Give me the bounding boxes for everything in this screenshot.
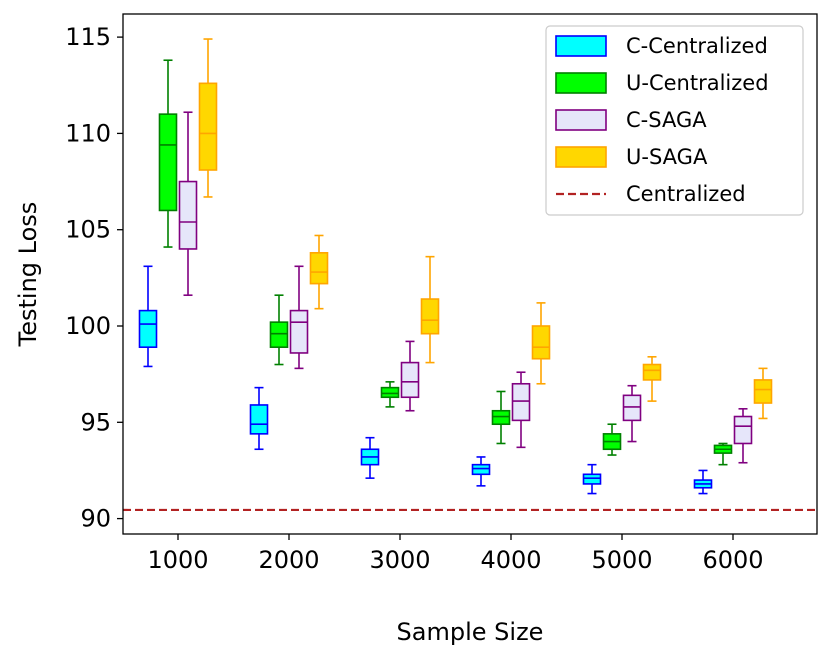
y-tick-label: 105	[65, 216, 111, 244]
iqr-box	[582, 473, 602, 485]
legend-swatch	[555, 146, 607, 168]
box-u-saga-4000	[531, 302, 551, 385]
legend-swatch	[555, 109, 607, 131]
iqr-box	[511, 382, 531, 422]
box-c-centralized-3000	[360, 436, 380, 479]
iqr-box	[309, 252, 329, 285]
legend-item-u-centralized: U-Centralized	[555, 71, 769, 95]
series-c-centralized	[138, 265, 713, 495]
series-u-saga	[198, 38, 773, 420]
box-c-saga-3000	[400, 340, 420, 412]
box-u-centralized-3000	[380, 381, 400, 408]
y-tick-label: 90	[80, 505, 111, 533]
y-tick-label: 95	[80, 408, 111, 436]
axis-ticks: 90 95 100 105 110 115 1000 2000 3000 4000 5000 6000	[65, 23, 763, 574]
box-c-centralized-6000	[693, 469, 713, 495]
iqr-box	[198, 82, 218, 171]
x-axis-label: Sample Size	[397, 618, 544, 646]
legend-label: C-Centralized	[626, 34, 768, 58]
box-u-saga-1000	[198, 38, 218, 198]
box-u-saga-2000	[309, 234, 329, 310]
box-c-saga-4000	[511, 371, 531, 449]
y-tick-label: 100	[65, 312, 111, 340]
x-tick-label: 4000	[480, 546, 541, 574]
box-u-saga-3000	[420, 255, 440, 364]
box-c-saga-6000	[733, 408, 753, 464]
legend-item-c-saga: C-SAGA	[555, 108, 707, 132]
y-axis-label: Testing Loss	[14, 202, 42, 348]
iqr-box	[491, 409, 511, 426]
box-u-saga-5000	[642, 356, 662, 402]
box-u-centralized-1000	[158, 59, 178, 248]
legend-label: Centralized	[626, 182, 746, 206]
legend-label: U-Centralized	[626, 71, 769, 95]
legend-item-c-centralized: C-Centralized	[555, 34, 768, 58]
iqr-box	[138, 309, 158, 348]
iqr-box	[178, 180, 198, 250]
iqr-box	[753, 379, 773, 404]
box-c-saga-1000	[178, 111, 198, 296]
legend: C-Centralized U-Centralized C-SAGA U-SAGA Ce…	[545, 25, 804, 216]
box-c-centralized-1000	[138, 265, 158, 368]
x-tick-label: 3000	[369, 546, 430, 574]
box-c-saga-5000	[622, 384, 642, 443]
iqr-box	[420, 298, 440, 335]
x-tick-label: 6000	[702, 546, 763, 574]
legend-label: U-SAGA	[626, 145, 708, 169]
iqr-box	[733, 415, 753, 445]
box-u-saga-6000	[753, 367, 773, 420]
legend-swatch	[555, 72, 607, 94]
iqr-box	[642, 363, 662, 381]
x-tick-label: 5000	[591, 546, 652, 574]
box-c-centralized-5000	[582, 463, 602, 495]
box-c-centralized-2000	[249, 386, 269, 451]
box-c-centralized-4000	[471, 456, 491, 487]
iqr-box	[622, 394, 642, 422]
plot-area	[123, 38, 817, 512]
box-u-centralized-4000	[491, 390, 511, 445]
axes-frame	[122, 13, 818, 535]
x-tick-label: 2000	[258, 546, 319, 574]
iqr-box	[269, 321, 289, 348]
legend-item-centralized: Centralized	[556, 182, 746, 206]
x-tick-label: 1000	[147, 546, 208, 574]
legend-label: C-SAGA	[626, 108, 707, 132]
legend-frame	[545, 25, 804, 216]
iqr-box	[380, 386, 400, 399]
iqr-box	[531, 325, 551, 360]
iqr-box	[400, 361, 420, 399]
iqr-box	[158, 113, 178, 212]
box-c-saga-2000	[289, 265, 309, 370]
box-u-centralized-2000	[269, 294, 289, 366]
box-u-centralized-5000	[602, 423, 622, 456]
legend-item-u-saga: U-SAGA	[555, 145, 708, 169]
y-tick-label: 110	[65, 119, 111, 147]
iqr-box	[289, 309, 309, 354]
iqr-box	[249, 404, 269, 435]
iqr-box	[471, 463, 491, 476]
box-u-centralized-6000	[713, 442, 733, 466]
series-u-centralized	[158, 59, 733, 466]
y-tick-label: 115	[65, 23, 111, 51]
legend-swatch	[555, 35, 607, 57]
series-c-saga	[178, 111, 753, 464]
